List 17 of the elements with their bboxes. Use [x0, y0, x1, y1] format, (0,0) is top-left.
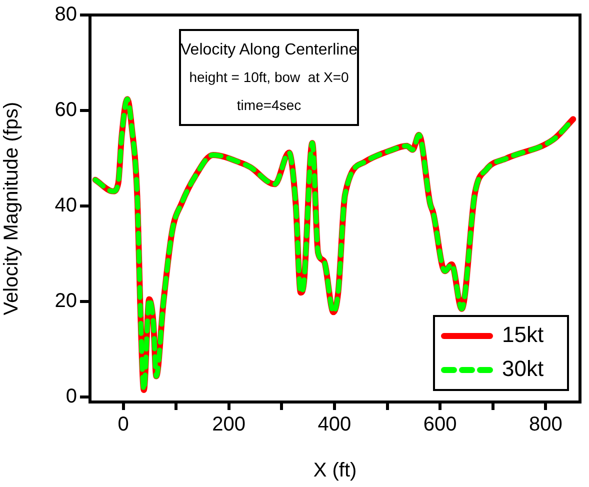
y-tick-label: 40 — [54, 194, 77, 217]
y-tick-label: 20 — [54, 290, 77, 312]
legend-label: 30kt — [502, 356, 544, 382]
annotation: time=4sec — [236, 96, 302, 113]
x-tick-label: 200 — [212, 414, 246, 436]
x-tick-label: 800 — [528, 414, 562, 436]
y-tick-label: 0 — [66, 386, 77, 408]
text: Velocity Along Centerline — [180, 41, 358, 58]
x-axis-title: X (ft) — [313, 460, 357, 482]
x-tick-label: 600 — [423, 414, 457, 436]
x-tick-label: 400 — [318, 414, 352, 436]
y-tick-label: 80 — [54, 4, 77, 26]
y-tick-label: 60 — [54, 99, 77, 122]
y-axis-title: Velocity Magnitude (fps) — [0, 102, 23, 316]
text: height = 10ft, bow at X=0 — [189, 68, 349, 85]
legend-label: 15kt — [502, 322, 544, 348]
x-tick-label: 0 — [118, 414, 129, 436]
